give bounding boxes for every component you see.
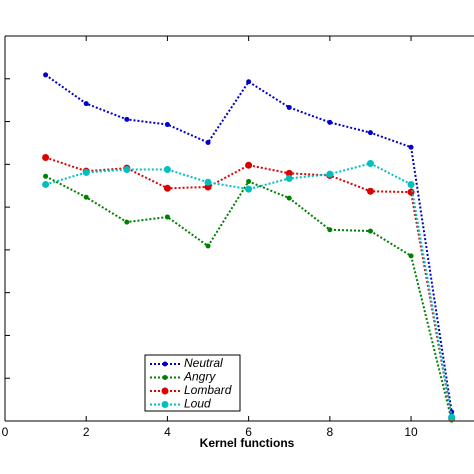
point [124, 219, 130, 225]
point [407, 180, 415, 188]
point [245, 185, 253, 193]
x-tick-label: 0 [2, 425, 9, 439]
point [205, 140, 211, 146]
series-line [45, 175, 453, 421]
point [43, 173, 49, 179]
point [367, 228, 373, 234]
legend-marker [162, 361, 168, 367]
point [366, 159, 374, 167]
point [408, 253, 414, 259]
point [42, 153, 50, 161]
legend-label: Lombard [184, 383, 232, 397]
point [204, 178, 212, 186]
legend-label: Angry [183, 370, 216, 384]
plot-area [42, 72, 456, 423]
point [408, 144, 414, 150]
point [83, 194, 89, 200]
point [327, 119, 333, 125]
point [42, 180, 50, 188]
legend-label: Neutral [184, 356, 223, 370]
legend-box [144, 354, 241, 412]
x-tick-label: 4 [164, 425, 171, 439]
legend-marker [161, 387, 169, 395]
legend-marker [161, 401, 169, 408]
point [245, 161, 253, 169]
legend-marker [162, 375, 168, 380]
point [366, 187, 374, 195]
point [327, 227, 333, 233]
point [163, 165, 171, 173]
point [83, 101, 89, 107]
series-line [45, 156, 453, 419]
x-tick-label: 6 [245, 425, 252, 439]
point [43, 72, 49, 78]
point [124, 116, 130, 122]
point [367, 130, 373, 136]
point [326, 170, 334, 178]
point [286, 195, 292, 201]
point [164, 122, 170, 128]
point [285, 169, 293, 177]
point [82, 168, 90, 176]
point [246, 178, 252, 184]
point [246, 79, 252, 85]
series-line [45, 162, 453, 418]
point [286, 104, 292, 110]
x-axis-label: Kernel functions [200, 436, 295, 450]
point [164, 214, 170, 220]
point [123, 165, 131, 173]
legend-label: Loud [184, 397, 211, 411]
point [285, 174, 293, 182]
x-tick-label: 8 [327, 425, 334, 439]
point [205, 243, 211, 249]
point [163, 184, 171, 192]
x-tick-label: 2 [83, 425, 90, 439]
point [448, 413, 456, 421]
x-tick-label: 10 [404, 425, 418, 439]
